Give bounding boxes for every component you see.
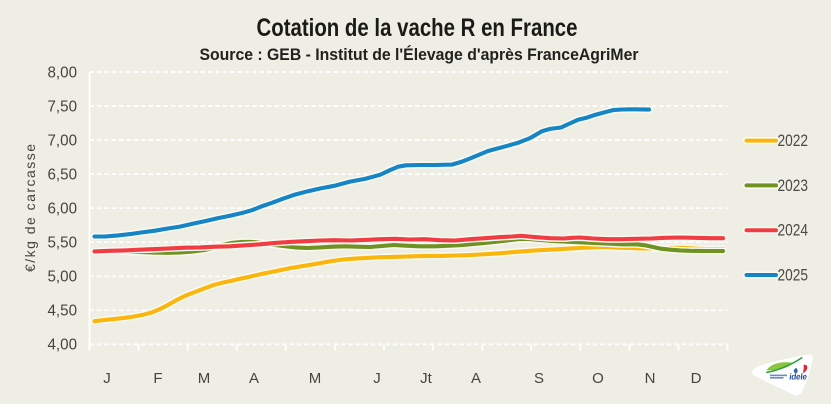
svg-text:O: O [592, 370, 604, 387]
svg-text:Source : GEB - Institut de l'É: Source : GEB - Institut de l'Élevage d'a… [200, 45, 639, 64]
svg-text:A: A [249, 370, 259, 387]
svg-text:N: N [645, 370, 656, 387]
svg-text:4,50: 4,50 [48, 303, 78, 320]
svg-text:7,50: 7,50 [48, 98, 78, 115]
svg-text:5,00: 5,00 [48, 269, 78, 286]
svg-text:Cotation de la vache R en Fran: Cotation de la vache R en France [257, 14, 578, 42]
svg-text:2024: 2024 [778, 221, 809, 240]
svg-text:4,00: 4,00 [48, 337, 78, 354]
svg-text:6,50: 6,50 [48, 166, 78, 183]
svg-text:2025: 2025 [778, 266, 809, 285]
svg-text:J: J [373, 370, 381, 387]
svg-text:S: S [534, 370, 544, 387]
svg-text:M: M [198, 370, 211, 387]
svg-text:2022: 2022 [778, 131, 809, 150]
svg-text:€/kg de carcasse: €/kg de carcasse [22, 144, 38, 272]
svg-text:A: A [471, 370, 481, 387]
svg-text:Jt: Jt [420, 370, 433, 387]
svg-text:6,00: 6,00 [48, 201, 78, 218]
svg-text:7,00: 7,00 [48, 132, 78, 149]
svg-text:M: M [309, 370, 322, 387]
svg-text:idele: idele [789, 371, 808, 381]
svg-text:D: D [691, 370, 702, 387]
svg-text:2023: 2023 [778, 176, 809, 195]
svg-text:F: F [153, 370, 162, 387]
svg-text:J: J [103, 370, 111, 387]
svg-text:5,50: 5,50 [48, 235, 78, 252]
svg-text:8,00: 8,00 [48, 64, 78, 81]
